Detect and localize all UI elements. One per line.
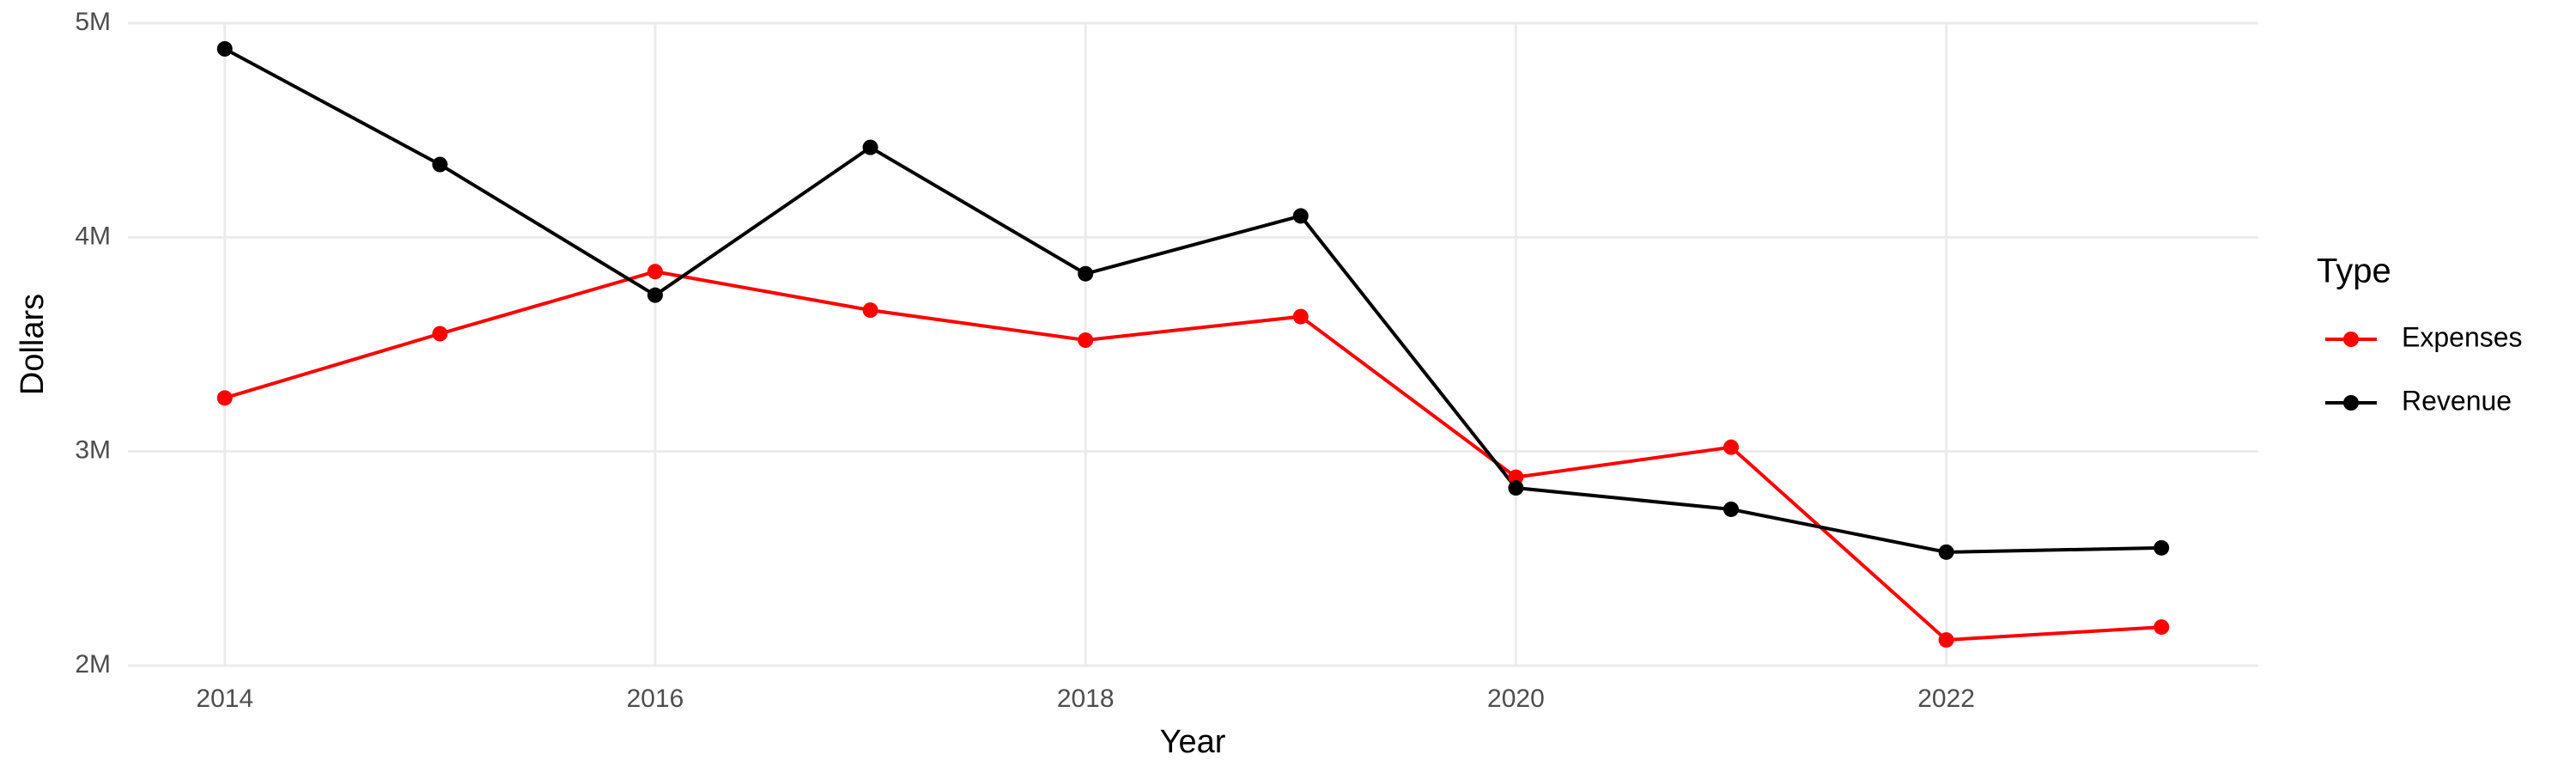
data-point (432, 326, 448, 342)
legend-label: Revenue (2402, 385, 2512, 416)
data-point (1508, 469, 1524, 485)
x-tick-label: 2022 (1917, 685, 1975, 713)
legend-marker (2343, 332, 2359, 347)
data-point (1938, 544, 1954, 560)
data-point (432, 156, 448, 173)
data-point (216, 40, 233, 57)
legend-title: Type (2317, 253, 2391, 290)
x-tick-label: 2018 (1057, 685, 1115, 713)
data-point (2154, 619, 2170, 636)
data-point (862, 139, 878, 155)
series-line (223, 47, 2162, 554)
data-point (1292, 308, 1309, 325)
x-axis-title: Year (1160, 724, 1226, 760)
x-tick-label: 2016 (627, 685, 684, 713)
x-tick-label: 2020 (1487, 685, 1545, 713)
data-point (216, 390, 233, 406)
legend-label: Expenses (2402, 321, 2523, 352)
data-point (1938, 632, 1954, 648)
y-tick-label: 4M (75, 222, 111, 250)
data-point (647, 287, 663, 303)
data-point (1292, 208, 1309, 224)
data-point (2154, 539, 2170, 556)
data-point (1078, 265, 1094, 282)
y-axis-title: Dollars (15, 294, 51, 395)
data-point (1723, 439, 1740, 455)
data-point (862, 302, 878, 319)
y-tick-label: 5M (75, 8, 111, 36)
y-tick-label: 2M (75, 650, 111, 679)
series-line (224, 270, 2162, 642)
y-tick-label: 3M (75, 436, 111, 465)
data-point (1508, 480, 1524, 496)
x-tick-label: 2014 (196, 685, 253, 713)
legend-marker (2343, 395, 2359, 411)
data-point (1723, 501, 1740, 517)
data-point (647, 264, 663, 280)
data-point (1078, 332, 1094, 349)
